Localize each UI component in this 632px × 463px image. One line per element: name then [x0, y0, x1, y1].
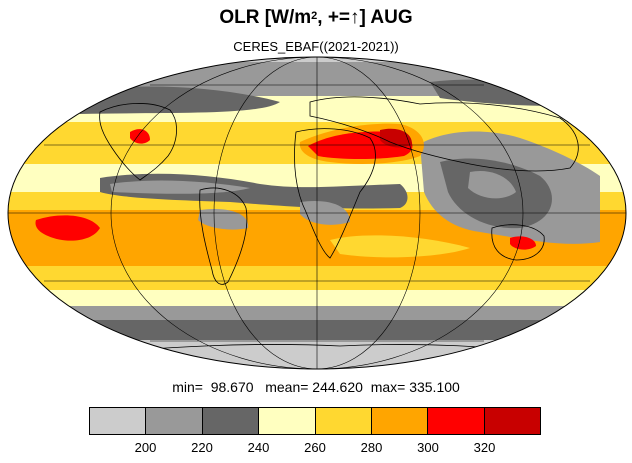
colorbar-labels: 200 220 240 260 280 300 320	[89, 440, 541, 458]
colorbar-swatch	[202, 408, 260, 434]
coast-eurasia	[309, 96, 579, 172]
band-north-midlat	[8, 62, 626, 96]
colorbar-swatch	[90, 408, 147, 434]
coast-australia	[491, 224, 545, 261]
min-label: min=	[172, 379, 203, 395]
title-superscript: 2	[311, 10, 318, 22]
colorbar-tick-label: 300	[417, 440, 439, 455]
map-subtitle: CERES_EBAF((2021-2021))	[233, 39, 399, 54]
colorbar-swatch	[484, 408, 540, 434]
max-value: 335.100	[409, 379, 460, 395]
colorbar-swatch	[428, 408, 485, 434]
region-amazon	[198, 208, 249, 230]
colorbar	[89, 407, 541, 435]
olr-world-map	[7, 56, 627, 370]
coast-north-america	[99, 103, 177, 181]
max-label: max=	[370, 379, 406, 395]
region-australia-hot	[510, 236, 536, 250]
stats-line: min= 98.670 mean= 244.620 max= 335.100	[0, 379, 632, 395]
colorbar-tick-label: 220	[191, 440, 213, 455]
band-south-subtrop-edge	[8, 266, 626, 292]
colorbar-swatch	[259, 408, 316, 434]
title-text: OLR [W/m	[219, 7, 312, 28]
band-southern-ocean	[8, 320, 626, 342]
colorbar-swatch	[371, 408, 429, 434]
colorbar-tick-label: 320	[473, 440, 496, 455]
mean-label: mean=	[265, 379, 309, 395]
band-south-midlat-pale	[8, 290, 626, 308]
region-arabia-hottest	[380, 128, 412, 148]
olr-field	[8, 57, 626, 369]
mean-value: 244.620	[312, 379, 363, 395]
colorbar-swatch	[146, 408, 203, 434]
colorbar-tick-label: 260	[304, 440, 326, 455]
region-south-indian-ocean	[330, 235, 470, 258]
region-monsoon-inner	[468, 170, 516, 199]
colorbar-tick-label: 240	[247, 440, 270, 455]
map-title: OLR [W/m2, +=↑] AUG	[0, 6, 632, 30]
region-south-pacific-hot	[35, 215, 100, 241]
coast-south-america	[199, 187, 248, 285]
title-text-rest: , +=↑] AUG	[317, 7, 413, 28]
colorbar-swatch	[315, 408, 372, 434]
coast-africa	[294, 128, 376, 259]
colorbar-tick-label: 200	[134, 440, 157, 455]
colorbar-tick-label: 280	[360, 440, 383, 455]
globe-border	[7, 56, 627, 370]
min-value: 98.670	[210, 379, 254, 395]
band-south-midlat	[8, 306, 626, 322]
